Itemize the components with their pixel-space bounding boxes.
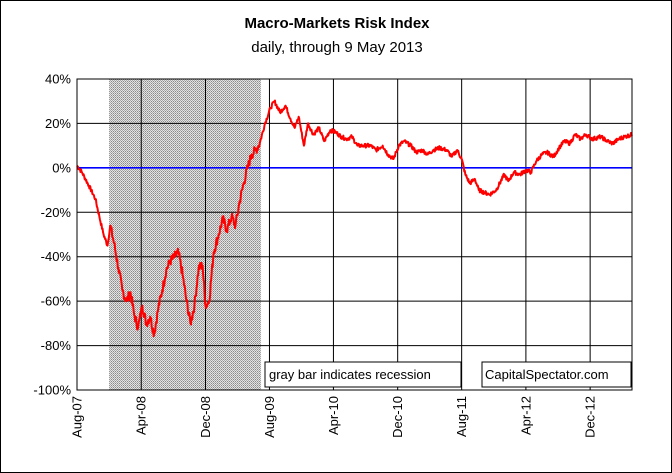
series-layer	[76, 99, 633, 338]
y-tick-label: -20%	[41, 205, 72, 220]
x-tick-label: Dec-12	[583, 396, 598, 438]
y-axis-tick-labels: 40% 20% 0% -20% -40% -60% -80% -100%	[33, 72, 71, 398]
x-axis-tick-labels: Aug-07 Apr-08 Dec-08 Aug-09 Apr-10 Dec-10 Aug-…	[70, 396, 598, 438]
annotation-text: gray bar indicates recession	[269, 367, 431, 382]
y-tick-label: -80%	[41, 338, 72, 353]
annotation-text: CapitalSpectator.com	[485, 367, 609, 382]
y-tick-label: 20%	[45, 116, 71, 131]
y-tick-label: -60%	[41, 294, 72, 309]
plot-area-border	[76, 78, 633, 391]
recession-bar	[109, 79, 262, 390]
annotation-recession-note: gray bar indicates recession	[264, 361, 462, 388]
recession-shading	[109, 79, 262, 390]
x-tick-label: Apr-12	[518, 396, 533, 435]
y-tick-label: -100%	[33, 383, 71, 398]
x-tick-label: Apr-08	[134, 396, 149, 435]
annotation-box	[264, 361, 462, 388]
x-tick-label: Dec-10	[390, 396, 405, 438]
y-tick-label: 0%	[52, 160, 71, 175]
y-tick-label: -40%	[41, 249, 72, 264]
x-tick-label: Aug-11	[454, 396, 469, 437]
x-tick-label: Dec-08	[198, 396, 213, 438]
x-tick-label: Apr-10	[326, 396, 341, 435]
chart-subtitle: daily, through 9 May 2013	[251, 39, 423, 56]
annotation-source-note: CapitalSpectator.com	[481, 361, 632, 388]
x-tick-label: Aug-09	[262, 396, 277, 438]
series-line	[76, 99, 633, 338]
y-tick-label: 40%	[45, 72, 71, 87]
chart-title: Macro-Markets Risk Index	[244, 15, 430, 32]
x-tick-label: Aug-07	[70, 396, 85, 438]
annotation-box	[481, 361, 632, 388]
